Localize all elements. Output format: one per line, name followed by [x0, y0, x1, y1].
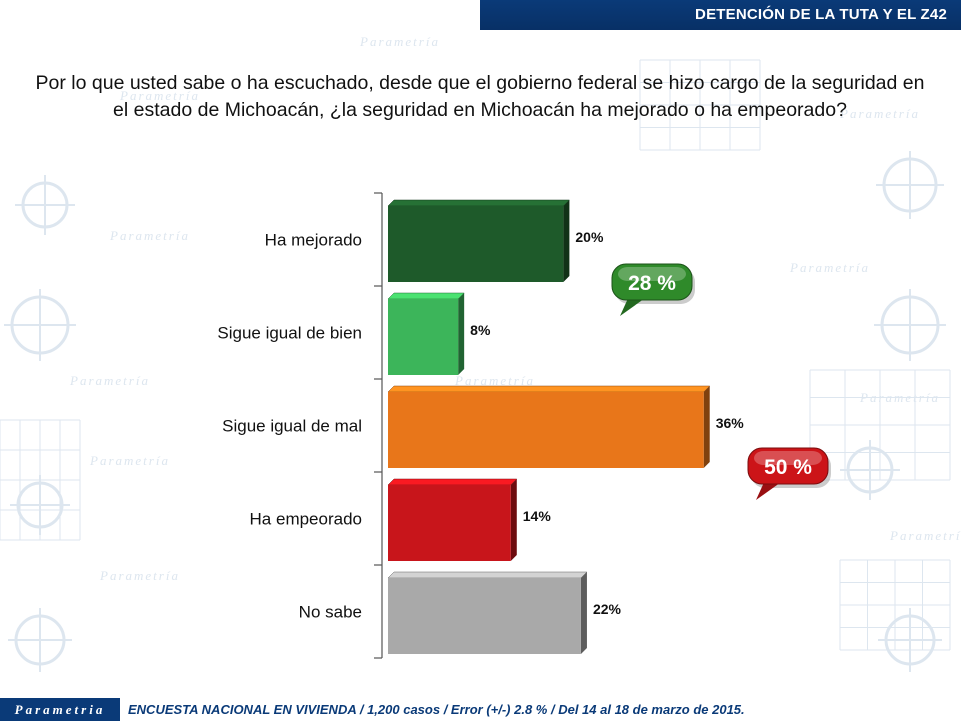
- bar-side-face: [703, 386, 710, 468]
- callout-shine: [618, 267, 686, 281]
- bar-front: [388, 392, 704, 468]
- callout-body: [747, 447, 829, 485]
- bar-top-face: [387, 385, 711, 393]
- bar-sigue-igual-de-mal: [387, 385, 711, 468]
- callout-worsened: 50 %: [747, 447, 831, 500]
- bar-front: [388, 578, 581, 654]
- bar-side-face: [510, 479, 517, 561]
- bar-ha-empeorado: [387, 478, 518, 561]
- watermark-text: Parametría: [89, 453, 170, 468]
- footer-text: ENCUESTA NACIONAL EN VIVIENDA / 1,200 ca…: [128, 702, 745, 717]
- survey-question: Por lo que usted sabe o ha escuchado, de…: [35, 72, 925, 121]
- header-title: DETENCIÓN DE LA TUTA Y EL Z42: [695, 6, 947, 23]
- category-label: No sabe: [299, 603, 362, 622]
- value-label: 8%: [470, 322, 491, 338]
- value-label: 14%: [523, 508, 552, 524]
- bar-front: [388, 206, 564, 282]
- bar-ha-mejorado: [387, 199, 571, 282]
- watermark-text: Parametría: [889, 528, 961, 543]
- footer-logo: Parametria: [0, 698, 120, 721]
- category-label: Sigue igual de mal: [222, 417, 362, 436]
- value-label: 36%: [716, 415, 745, 431]
- bar-front: [388, 485, 511, 561]
- bar-side-face: [458, 293, 465, 375]
- watermark-text: Parametría: [69, 373, 150, 388]
- footer: Parametria ENCUESTA NACIONAL EN VIVIENDA…: [0, 698, 961, 721]
- watermark-text: Parametría: [454, 373, 535, 388]
- callout-improved: 28 %: [611, 263, 695, 316]
- callout-body: [611, 263, 693, 301]
- value-label: 22%: [593, 601, 622, 617]
- bar-sigue-igual-de-bien: [387, 292, 465, 375]
- bar-no-sabe: [387, 571, 588, 654]
- watermark-text: Parametría: [109, 228, 190, 243]
- callout-label: 50 %: [764, 456, 812, 479]
- watermark-text: Parametría: [789, 260, 870, 275]
- bar-side-face: [580, 572, 587, 654]
- watermark-text: Parametría: [119, 88, 200, 103]
- value-label: 20%: [575, 229, 604, 245]
- callout-label: 28 %: [628, 272, 676, 295]
- bar-top-face: [387, 571, 588, 579]
- bar-top-face: [387, 478, 518, 486]
- callout-shine: [754, 451, 822, 465]
- bar-top-face: [387, 292, 465, 300]
- bar-top-face: [387, 199, 571, 207]
- bar-front: [388, 299, 459, 375]
- watermark-text: Parametría: [99, 568, 180, 583]
- header-bar: DETENCIÓN DE LA TUTA Y EL Z42: [480, 0, 961, 30]
- watermark-text: Parametría: [839, 106, 920, 121]
- bar-side-face: [563, 200, 570, 282]
- category-label: Ha mejorado: [265, 231, 362, 250]
- watermark-text: Parametría: [359, 34, 440, 49]
- category-label: Sigue igual de bien: [217, 324, 362, 343]
- category-label: Ha empeorado: [250, 510, 362, 529]
